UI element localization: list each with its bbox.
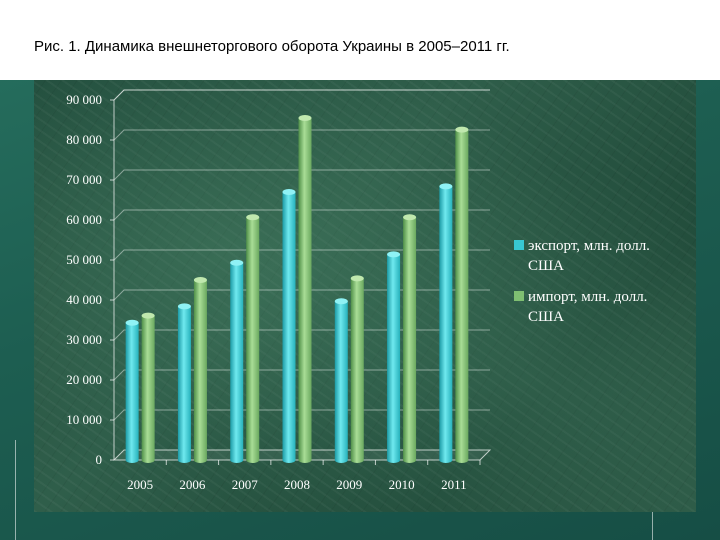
gridline — [113, 249, 490, 261]
bar-export-cap — [177, 303, 191, 310]
legend-swatch — [514, 291, 524, 301]
bar-import-body — [455, 129, 469, 463]
bar-export-body — [387, 254, 401, 463]
bar-export-body — [230, 262, 244, 463]
bar-export — [125, 319, 139, 463]
bar-import — [246, 214, 260, 463]
x-tick-label: 2010 — [389, 477, 415, 492]
bar-export — [282, 189, 296, 463]
y-tick-label: 80 000 — [66, 132, 102, 147]
x-tick-label: 2011 — [441, 477, 467, 492]
bar-export — [387, 251, 401, 463]
gridline — [113, 369, 490, 381]
decorative-line-left — [15, 440, 16, 540]
bar-import-body — [246, 217, 260, 463]
x-tick-label: 2009 — [336, 477, 362, 492]
bar-export-body — [282, 192, 296, 463]
slide-title: Рис. 1. Динамика внешнеторгового оборота… — [34, 38, 510, 55]
bar-import-cap — [298, 115, 312, 121]
title-band — [0, 0, 720, 80]
bar-import — [350, 275, 364, 463]
bar-export-cap — [439, 183, 453, 190]
bar-import-cap — [193, 277, 207, 283]
bar-import-cap — [141, 312, 155, 319]
bar-export-cap — [230, 259, 244, 266]
bar-import-cap — [403, 214, 417, 221]
bar-import — [403, 214, 417, 463]
x-tick-label: 2005 — [127, 477, 153, 492]
bar-export-body — [177, 306, 191, 463]
bar-export-body — [439, 186, 453, 463]
gridline — [113, 289, 490, 301]
legend-label: США — [528, 309, 564, 325]
y-tick-label: 0 — [96, 452, 103, 467]
gridline — [113, 89, 490, 101]
bar-import-body — [193, 280, 207, 463]
y-tick-label: 90 000 — [66, 92, 102, 107]
bar-chart: 0 10 000 20 000 30 000 40 000 50 000 60 000 70 … — [66, 89, 650, 492]
gridline — [113, 169, 490, 181]
y-tick-label: 40 000 — [66, 292, 102, 307]
x-tick-label: 2007 — [232, 477, 259, 492]
y-tick-label: 70 000 — [66, 172, 102, 187]
bar-import-cap — [455, 126, 469, 133]
x-tick-label: 2008 — [284, 477, 310, 492]
bar-export-cap — [282, 189, 296, 195]
y-tick-label: 30 000 — [66, 332, 102, 347]
y-tick-label: 20 000 — [66, 372, 102, 387]
gridline — [113, 209, 490, 221]
bar-export-body — [334, 301, 348, 463]
legend-label: импорт, млн. долл. — [528, 289, 647, 305]
bar-import — [298, 115, 312, 463]
bar-export-cap — [334, 298, 348, 305]
legend-label: США — [528, 258, 564, 274]
gridline — [113, 329, 490, 341]
bar-export — [177, 303, 191, 463]
bar-export-body — [125, 322, 139, 463]
chart-panel: 0 10 000 20 000 30 000 40 000 50 000 60 000 70 … — [34, 80, 696, 512]
bar-import — [141, 312, 155, 463]
decorative-line-right-top — [700, 0, 701, 80]
gridline — [113, 409, 490, 421]
bar-import-body — [403, 217, 417, 463]
bar-export-cap — [387, 251, 401, 258]
y-tick-label: 50 000 — [66, 252, 102, 267]
chart-wall-top — [113, 89, 490, 101]
bar-import — [455, 126, 469, 463]
y-tick-label: 10 000 — [66, 412, 102, 427]
bar-export-cap — [125, 319, 139, 326]
bar-import-cap — [246, 214, 260, 221]
bar-import-body — [298, 118, 312, 463]
x-tick-label: 2006 — [179, 477, 206, 492]
bar-export — [439, 183, 453, 463]
legend-label: экспорт, млн. долл. — [528, 238, 650, 254]
bar-import-body — [350, 278, 364, 463]
bar-export — [334, 298, 348, 463]
bar-import-body — [141, 315, 155, 463]
bar-import — [193, 277, 207, 463]
legend-swatch — [514, 240, 524, 250]
bar-export — [230, 259, 244, 463]
bar-import-cap — [350, 275, 364, 282]
y-tick-label: 60 000 — [66, 212, 102, 227]
gridline — [113, 129, 490, 141]
